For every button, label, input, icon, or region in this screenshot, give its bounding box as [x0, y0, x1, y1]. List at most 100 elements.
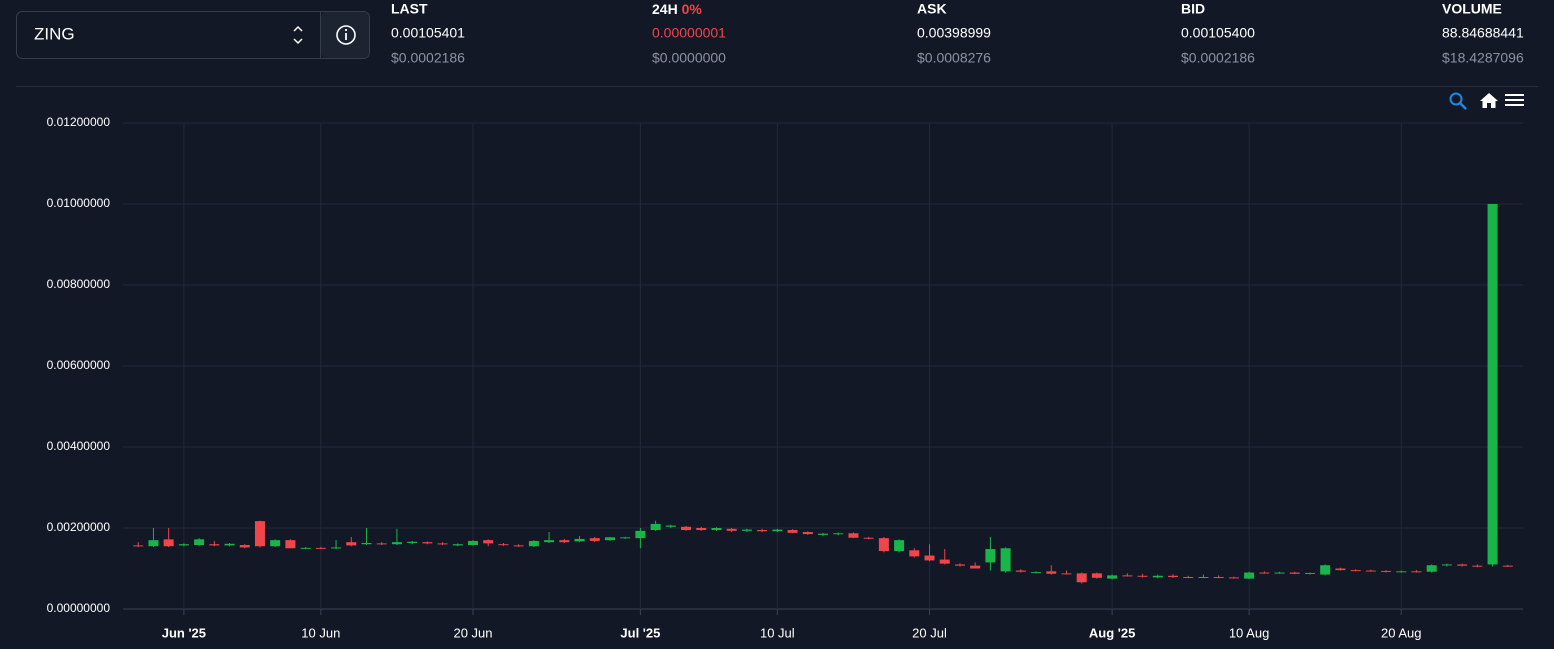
- zoom-icon[interactable]: [1449, 92, 1467, 110]
- stat-label: LAST: [391, 1, 428, 17]
- candle-body: [224, 543, 235, 546]
- candle-body: [1396, 571, 1407, 573]
- stat-label: 24H 0%: [652, 1, 702, 17]
- candle-body: [178, 544, 189, 546]
- candle-body: [772, 529, 783, 532]
- candle-body: [1411, 571, 1422, 573]
- candle-body: [711, 528, 722, 531]
- candle-body: [498, 544, 509, 546]
- candle-body: [1457, 564, 1468, 566]
- candle-body: [1031, 572, 1042, 574]
- candle-body: [1046, 571, 1057, 574]
- info-icon: [336, 25, 356, 45]
- candle-body: [163, 539, 174, 547]
- candle-body: [1365, 570, 1376, 572]
- y-tick-label: 0.00600000: [47, 358, 111, 372]
- stat-usd: $0.0000000: [652, 50, 726, 66]
- candle-body: [1289, 572, 1300, 574]
- candle-body: [1381, 570, 1392, 572]
- candle-body: [513, 545, 524, 547]
- stat-label: VOLUME: [1442, 1, 1502, 17]
- zoom-lens: [1449, 92, 1463, 106]
- candle-body: [468, 540, 478, 546]
- info-button[interactable]: [321, 12, 369, 58]
- candle-body: [1350, 570, 1361, 572]
- symbol-select[interactable]: [16, 11, 370, 59]
- candle-body: [574, 538, 585, 542]
- candle-body: [863, 537, 874, 539]
- stat-label-text: 24H: [652, 1, 678, 17]
- candle-body: [1061, 573, 1072, 575]
- stat-usd: $0.0008276: [917, 50, 991, 66]
- candle-body: [939, 559, 950, 564]
- candle-body: [635, 530, 646, 539]
- candle-body: [696, 528, 707, 531]
- stat-change: 0%: [682, 1, 703, 17]
- candle-body: [1259, 572, 1270, 574]
- candle-body: [604, 537, 615, 541]
- info-icon-dot: [344, 28, 348, 32]
- candle-body: [650, 523, 661, 531]
- y-tick-label: 0.00800000: [47, 277, 111, 291]
- candle-body: [285, 540, 296, 549]
- stat-usd: $0.0002186: [391, 50, 465, 66]
- stat-usd: $18.4287096: [1442, 50, 1524, 66]
- candle-body: [194, 539, 205, 546]
- candle-body: [528, 540, 539, 547]
- candle-body: [1076, 573, 1087, 583]
- x-tick-label: 20 Aug: [1381, 625, 1422, 640]
- candle-body: [361, 542, 372, 545]
- menu-icon[interactable]: [1505, 94, 1524, 106]
- candle-body: [818, 533, 828, 535]
- candle-body: [681, 526, 692, 531]
- candle-body: [544, 540, 555, 543]
- stat-usd: $0.0002186: [1181, 50, 1255, 66]
- candle-body: [346, 542, 357, 546]
- y-tick-label: 0.00400000: [47, 439, 111, 453]
- candle-body: [1000, 548, 1011, 572]
- candle-body: [300, 547, 311, 549]
- home-icon[interactable]: [1480, 93, 1498, 108]
- x-tick-label: Jul '25: [620, 625, 660, 640]
- candle-body: [757, 530, 768, 532]
- candle-body: [924, 555, 935, 561]
- candle-body: [787, 530, 798, 533]
- candle-body: [1198, 577, 1209, 579]
- stat-value: 0.00105401: [391, 25, 465, 41]
- candle-body: [589, 538, 600, 541]
- x-tick-label: 10 Jun: [301, 625, 340, 640]
- stat-label: ASK: [917, 1, 947, 17]
- candle-body: [1137, 575, 1148, 577]
- candle-body: [407, 541, 418, 543]
- x-tick-label: Aug '25: [1089, 625, 1135, 640]
- candle-body: [391, 542, 402, 545]
- candle-body: [148, 540, 159, 547]
- y-tick-label: 0.00200000: [47, 520, 111, 534]
- plot: 0.00000000 0.00200000 0.00400000 0.00600000…: [47, 115, 1523, 640]
- candle-body: [1168, 575, 1178, 578]
- y-tick-label: 0.00000000: [47, 601, 111, 615]
- candle-body: [894, 540, 905, 552]
- candle-body: [1502, 565, 1513, 567]
- x-tick-label: 10 Jul: [760, 625, 795, 640]
- candle-body: [1426, 565, 1437, 572]
- stat-label: BID: [1181, 1, 1205, 17]
- candle-body: [1335, 568, 1346, 571]
- candle-body: [437, 543, 448, 545]
- candle-body: [726, 528, 737, 531]
- x-tick-label: 20 Jul: [912, 625, 947, 640]
- y-tick-label: 0.01200000: [47, 115, 111, 129]
- candle-body: [1091, 573, 1102, 578]
- candle-body: [1441, 564, 1452, 566]
- candle-body: [239, 545, 250, 548]
- candle-body: [1487, 204, 1498, 565]
- zoom-handle: [1459, 102, 1467, 110]
- stat-value: 0.00398999: [917, 25, 991, 41]
- candle-body: [209, 544, 220, 546]
- candle-body: [985, 549, 996, 563]
- candle-body: [376, 543, 387, 545]
- symbol-text: ZING: [34, 24, 75, 43]
- candle-body: [331, 547, 342, 549]
- candle-body: [559, 540, 570, 543]
